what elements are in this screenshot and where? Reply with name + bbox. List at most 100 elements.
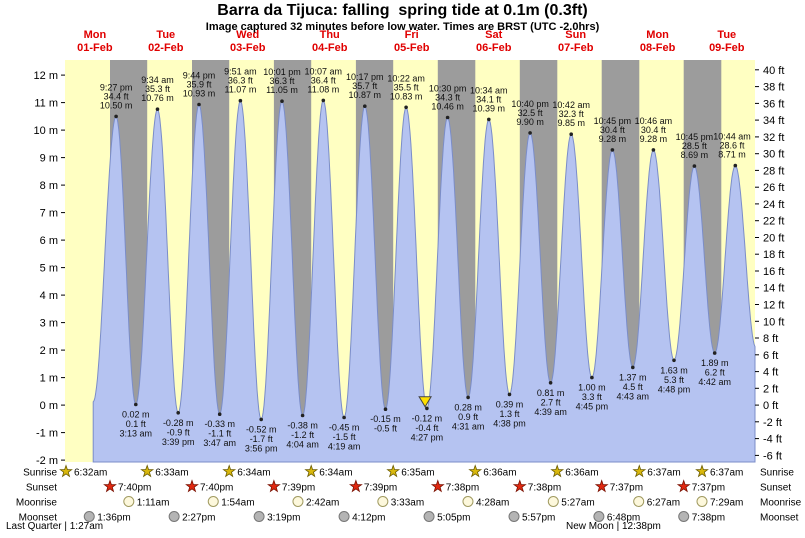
high-tide-label: 10:07 am [305, 66, 343, 76]
almanac-row-label-left: Moonrise [16, 498, 58, 509]
left-axis-label: 0 m [40, 400, 58, 412]
moonset-icon [338, 511, 350, 522]
high-tide-label: 8.69 m [681, 150, 709, 160]
low-tide-label: -0.33 m [204, 419, 235, 429]
high-tide-label: 9.90 m [516, 117, 544, 127]
tide-extreme-dot [569, 132, 573, 136]
sunset-star-icon [267, 479, 281, 493]
almanac-row-label-right: Sunrise [760, 468, 794, 479]
almanac-row-label-left: Sunrise [23, 468, 57, 479]
sunrise-star-icon [222, 464, 237, 478]
tide-extreme-dot [342, 415, 346, 420]
high-tide-label: 34.4 ft [104, 91, 130, 101]
moonset-icon [168, 511, 180, 522]
high-tide-label: 35.5 ft [394, 82, 420, 92]
low-tide-label: 4:19 am [328, 442, 361, 452]
low-tide-label: 6.2 ft [705, 368, 726, 378]
high-tide-label: 34.1 ft [476, 94, 502, 104]
moonset-icon [253, 511, 265, 522]
right-axis-label: 14 ft [763, 283, 784, 295]
almanac-time: 7:40pm [118, 483, 151, 494]
low-tide-label: 0.81 m [537, 388, 565, 398]
sunset-star-icon [185, 479, 199, 493]
low-tide-label: -1.2 ft [291, 430, 315, 440]
day-label-date: 03-Feb [230, 42, 266, 54]
right-axis-label: 30 ft [763, 149, 784, 161]
high-tide-label: 9:51 am [224, 67, 257, 77]
day-label-dow: Mon [646, 29, 669, 41]
moonset-icon [508, 511, 520, 522]
high-tide-label: 34.3 ft [435, 93, 461, 103]
right-axis-label: -6 ft [763, 450, 782, 462]
almanac-time: 6:48pm [607, 513, 640, 524]
tide-extreme-dot [197, 102, 201, 107]
almanac-time: 6:27am [647, 498, 680, 509]
almanac-time: 6:37am [710, 468, 743, 479]
tide-extreme-dot [528, 131, 532, 135]
day-label-dow: Fri [405, 29, 419, 41]
sunrise-star-icon [59, 464, 73, 478]
tide-extreme-dot [259, 417, 264, 422]
high-tide-label: 10.87 m [349, 90, 382, 100]
right-axis-label: 0 ft [763, 400, 778, 412]
high-tide-label: 10.39 m [473, 103, 506, 113]
high-tide-label: 36.3 ft [269, 76, 295, 86]
right-axis-label: 32 ft [763, 132, 784, 144]
high-tide-label: 30.4 ft [641, 125, 667, 135]
day-label-date: 06-Feb [476, 42, 512, 54]
sunset-star-icon [512, 479, 527, 493]
day-label-dow: Mon [84, 29, 107, 41]
moonrise-icon [462, 496, 474, 507]
low-tide-label: -1.5 ft [333, 432, 357, 442]
high-tide-label: 11.05 m [266, 85, 298, 95]
day-label-dow: Tue [156, 29, 175, 41]
almanac-time: 4:12pm [352, 513, 385, 524]
left-axis-label: 3 m [40, 318, 58, 330]
right-axis-label: 40 ft [763, 65, 784, 77]
low-tide-label: 1.89 m [701, 358, 729, 368]
right-axis-label: 4 ft [763, 367, 778, 379]
tide-extreme-dot [548, 381, 553, 385]
almanac-time: 2:42am [306, 498, 339, 509]
right-axis-label: -4 ft [763, 434, 782, 446]
low-tide-label: 3:47 am [203, 438, 236, 448]
high-tide-label: 9:34 am [141, 75, 174, 85]
almanac-time: 5:57pm [522, 513, 555, 524]
almanac-time: 7:37pm [692, 483, 725, 494]
moonrise-icon [696, 496, 708, 507]
low-tide-label: -0.45 m [329, 423, 360, 433]
left-axis-label: -2 m [36, 455, 58, 467]
high-tide-label: 10:44 am [713, 132, 751, 142]
moonrise-icon [633, 496, 645, 507]
low-tide-label: -0.5 ft [374, 424, 398, 434]
low-tide-label: 1.37 m [619, 372, 647, 382]
left-axis-label: 10 m [34, 125, 58, 137]
high-tide-label: 28.6 ft [719, 141, 745, 151]
high-tide-label: 36.3 ft [228, 76, 254, 86]
sunset-star-icon [430, 479, 445, 493]
high-tide-label: 35.9 ft [186, 80, 212, 90]
right-axis-label: 24 ft [763, 199, 784, 211]
low-tide-label: 0.1 ft [126, 419, 147, 429]
tide-extreme-dot [363, 104, 367, 108]
moonset-icon [423, 511, 435, 522]
almanac-time: 6:33am [155, 468, 188, 479]
almanac-time: 6:35am [401, 468, 434, 479]
tide-extreme-dot [238, 98, 243, 103]
day-label-date: 02-Feb [148, 42, 184, 54]
tide-extreme-dot [712, 351, 717, 355]
moon-phase-new-moon: New Moon | 12:38pm [566, 521, 661, 532]
low-tide-label: -1.7 ft [250, 434, 274, 444]
moonrise-icon [547, 496, 559, 507]
tide-extreme-dot [321, 98, 326, 103]
day-label-dow: Wed [236, 29, 259, 41]
day-label-dow: Thu [320, 29, 340, 41]
low-tide-label: -0.28 m [163, 418, 194, 428]
left-axis-label: 7 m [40, 208, 58, 220]
sunset-star-icon [676, 479, 691, 493]
high-tide-label: 32.5 ft [518, 108, 544, 118]
low-tide-label: 0.02 m [122, 410, 150, 420]
tide-extreme-dot [651, 148, 656, 152]
tide-extreme-dot [280, 99, 284, 103]
